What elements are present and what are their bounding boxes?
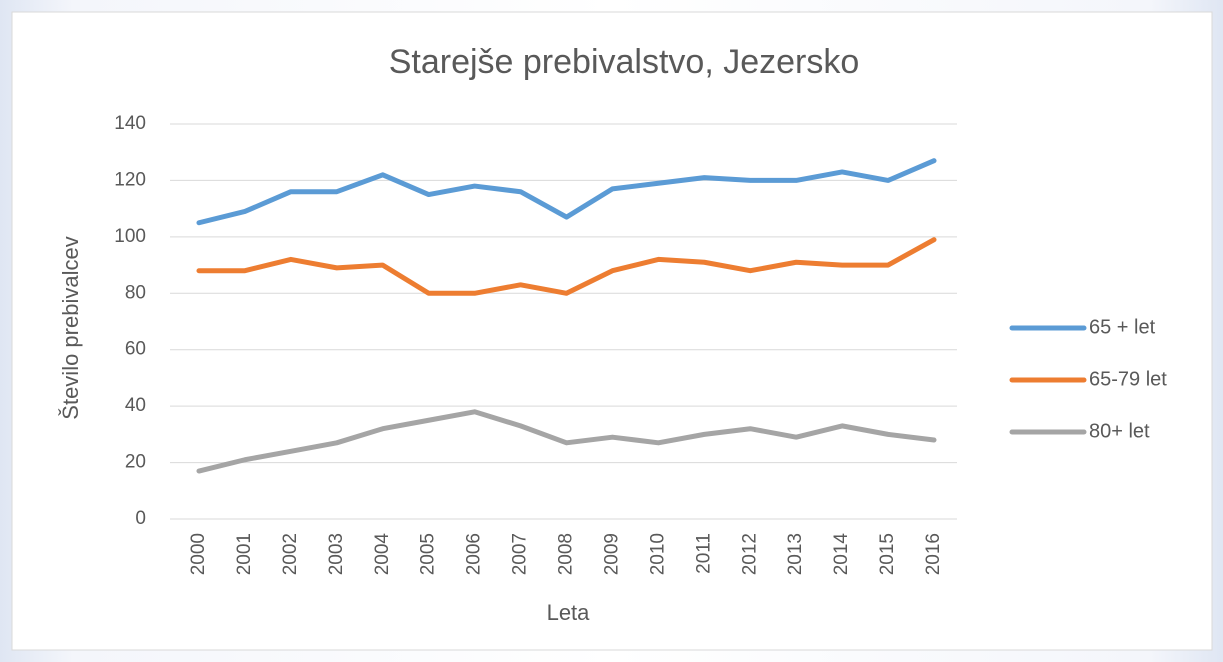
y-tick-label: 60 [125,339,146,360]
legend-label: 80+ let [1089,420,1150,442]
x-tick-label: 2004 [372,533,393,576]
x-tick-label: 2015 [877,533,898,575]
x-tick-label: 2014 [831,533,852,576]
series-line [196,158,937,226]
x-tick-label: 2001 [234,533,255,575]
x-tick-label: 2000 [188,533,209,575]
x-tick-label: 2011 [693,533,714,574]
y-tick-label: 80 [125,282,146,303]
legend-label: 65 + let [1089,316,1156,338]
y-tick-label: 40 [125,395,146,416]
chart-title: Starejše prebivalstvo, Jezersko [389,43,860,81]
x-tick-label: 2009 [601,533,622,575]
y-axis-label: Število prebivalcev [58,236,83,419]
chart-area [11,11,1213,651]
y-tick-label: 20 [125,452,146,473]
series-line [196,409,937,474]
x-axis-label: Leta [547,600,591,625]
x-tick-label: 2003 [326,533,347,575]
x-tick-label: 2008 [556,533,577,575]
x-tick-label: 2006 [464,533,485,575]
y-tick-label: 0 [135,508,146,529]
legend-label: 65-79 let [1089,368,1167,390]
y-tick-label: 100 [114,226,146,247]
x-tick-label: 2002 [280,533,301,575]
y-tick-label: 120 [114,169,146,190]
x-tick-label: 2007 [510,533,531,575]
y-tick-label: 140 [114,113,146,134]
series-line [196,237,937,296]
x-tick-label: 2016 [923,533,944,575]
x-tick-label: 2013 [785,533,806,575]
x-tick-label: 2005 [418,533,439,575]
x-tick-label: 2012 [739,533,760,575]
x-tick-label: 2010 [647,533,668,575]
